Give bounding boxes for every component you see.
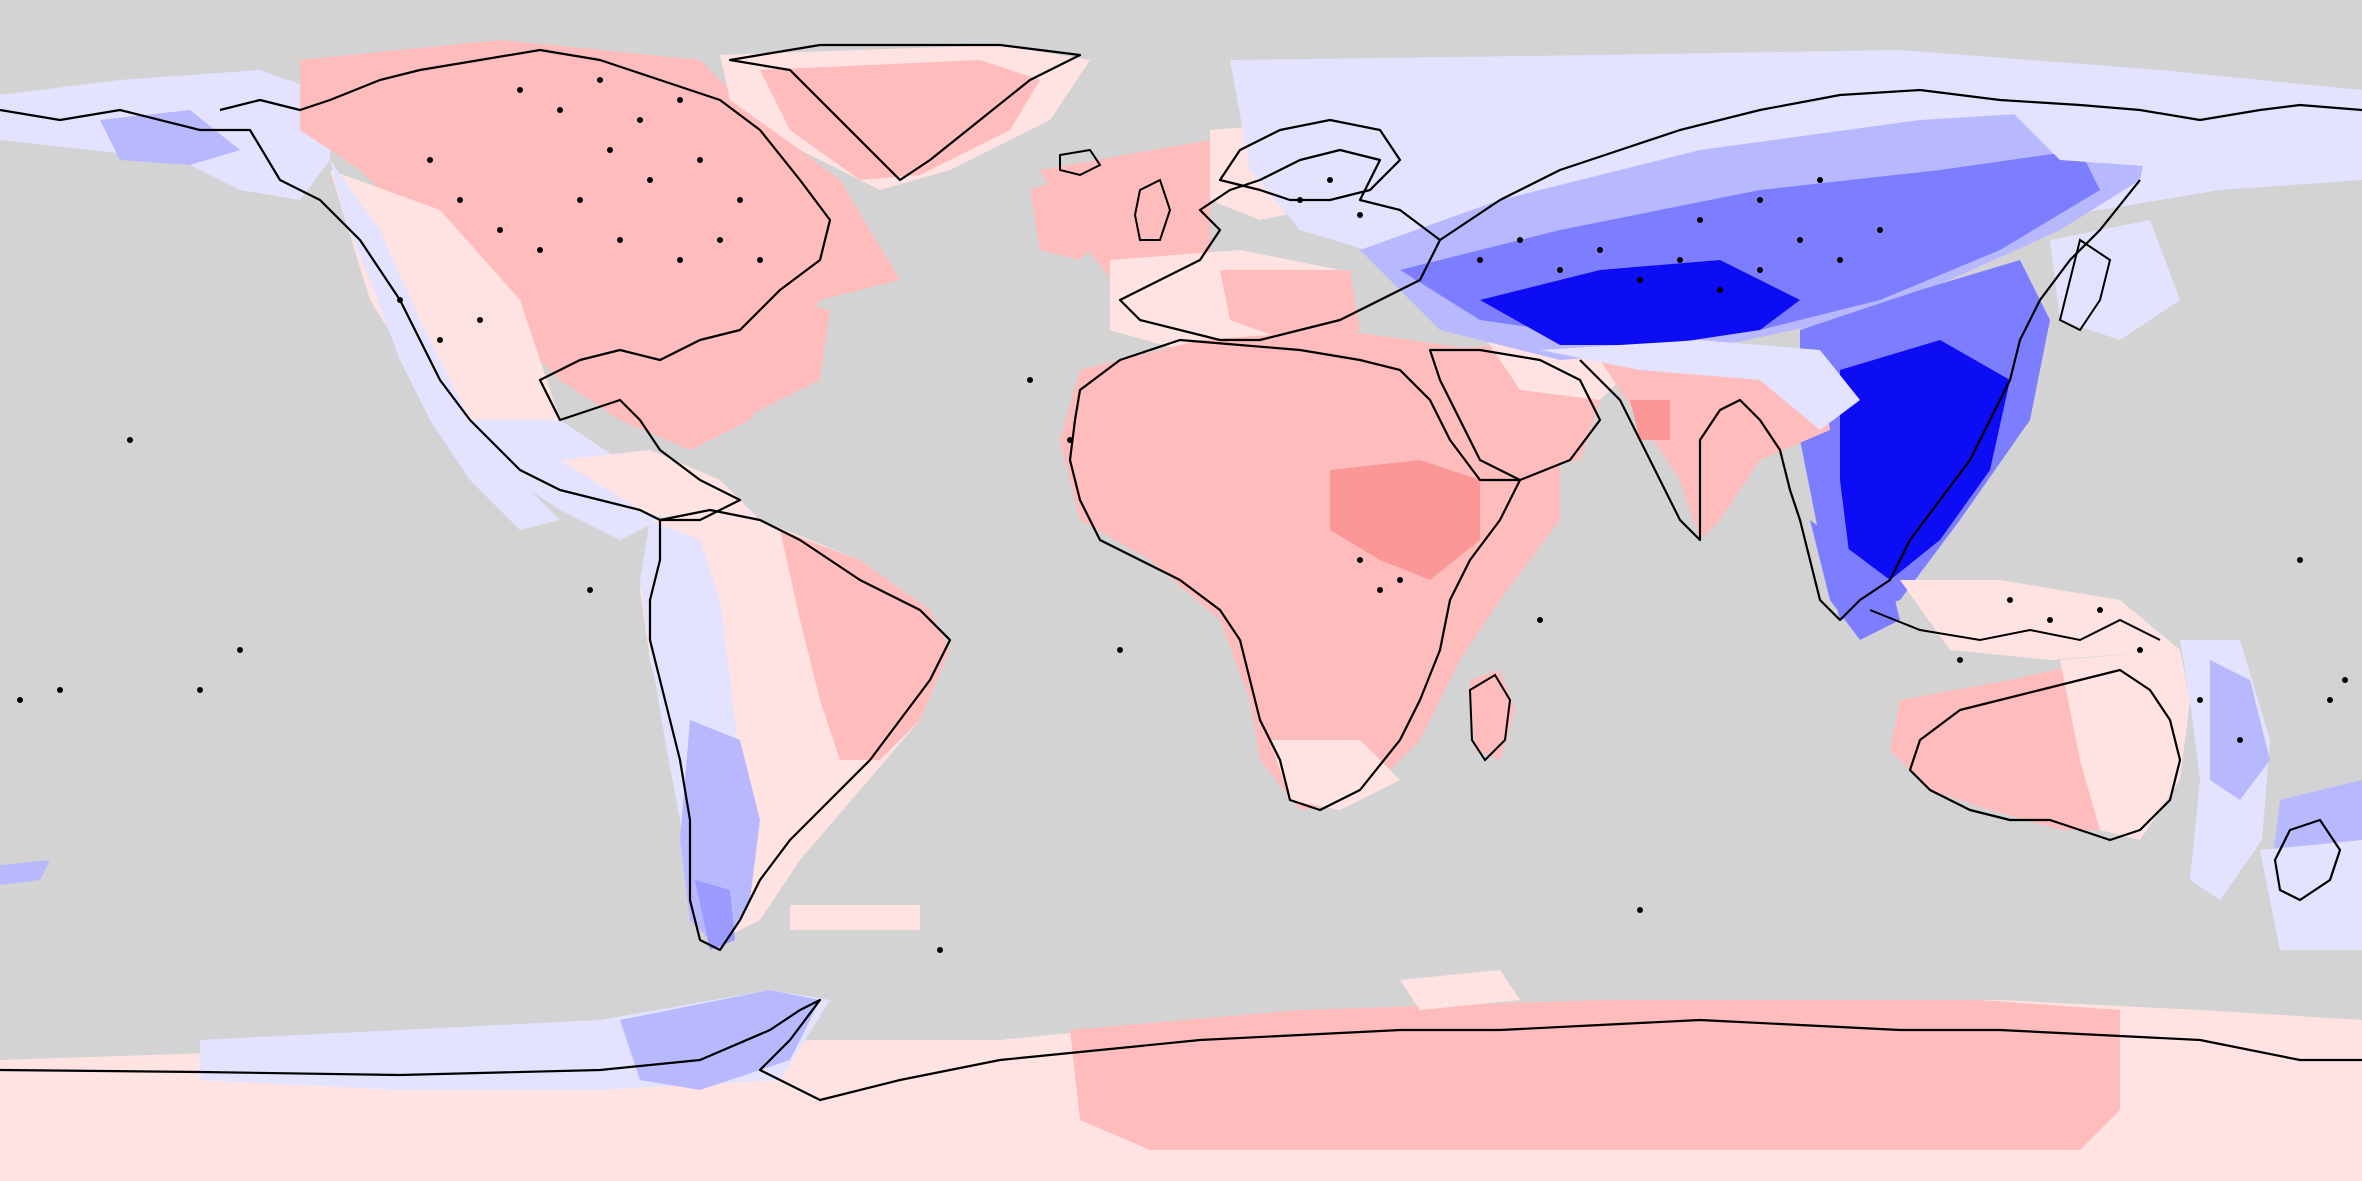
north-america-region [0,40,1120,540]
india-warm-shade [1600,350,1830,540]
coastline-detail-dots [17,77,2348,953]
oceania-region [0,580,2362,950]
new-zealand-coastline [2273,818,2342,902]
japan-coastline [2058,238,2112,332]
alaska-cool-mid-shade [100,110,240,165]
greenland-warm-shade [760,60,1040,180]
asia-coastline [1439,88,2362,241]
east-asia-coastline [1579,179,2141,622]
indonesia-coastline [1869,609,2161,642]
australia-east-light-shade [2060,650,2190,840]
europe-coastline [1118,148,1442,342]
australia-coastline [1908,668,2182,842]
madagascar-warm-shade [1470,670,1515,760]
antarctica-coastline [0,998,2362,1102]
mexico-cool-shade [450,420,660,540]
asia-region [1230,50,2362,640]
antarctic-peninsula-cool-mid-shade [620,990,820,1090]
patagonia-cool-strong-shade [695,880,735,950]
west-edge-cool-shade [0,860,50,885]
greenland-coastline [728,43,1082,182]
us-west-light-shade [330,170,560,460]
arabia-coastline [1428,348,1602,482]
africa-coastline [1068,338,1522,812]
madagascar-coastline [1468,673,1512,762]
ross-sea-light-shade [1400,970,1520,1010]
south-america-region [640,520,950,950]
antarctica-warm-shade [1070,1000,2120,1150]
india-warm-strong-shade [1630,400,1670,440]
north-america-coastline [0,48,832,522]
scandinavia-coastline [1218,118,1402,202]
north-atlantic-east-warm-shade [1040,140,1210,290]
europe-africa-region [1040,120,1640,810]
falklands-light-shade [790,905,920,930]
east-africa-warm-strong-shade [1330,460,1480,580]
africa-warm-shade [1060,330,1560,810]
south-africa-light-shade [1270,740,1400,810]
brazil-warm-shade [780,530,950,760]
uk-coastline [1133,178,1172,241]
new-zealand-light-shade [2260,840,2362,950]
south-america-coastline [648,508,952,952]
europe-warm-shade [1220,270,1360,345]
southeast-asia-cool-strong-shade [1810,520,1900,640]
indonesia-light-shade [1900,580,2180,660]
pacific-coast-cool-shade [330,160,560,530]
iceland-coastline [1059,148,1102,177]
china-cool-deep-shade [1840,340,2010,580]
east-asia-right-cool-light-shade [2050,220,2180,340]
himalaya-cool-light-shade [1540,340,1860,430]
central-asia-cool-deep-shade [1480,260,1800,345]
coastlines [0,43,2362,1102]
pacific-cool-mid-shade [2210,660,2270,800]
antarctica-region [0,970,2362,1181]
